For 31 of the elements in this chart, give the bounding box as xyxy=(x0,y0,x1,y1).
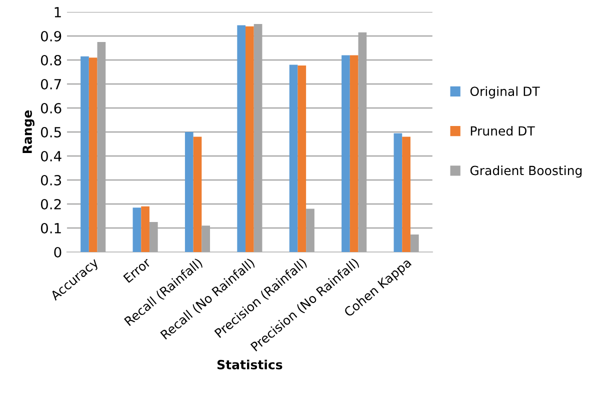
bar xyxy=(184,132,194,252)
bar xyxy=(80,56,89,252)
bar xyxy=(237,25,246,252)
y-tick-label: 0.1 xyxy=(40,222,61,234)
bar xyxy=(88,58,98,252)
y-tick-label: 0.4 xyxy=(40,150,62,162)
bar xyxy=(289,64,298,252)
bar xyxy=(193,136,202,252)
y-tick-label: 0.9 xyxy=(40,30,62,42)
bar xyxy=(410,234,419,252)
bar xyxy=(394,133,402,252)
bar xyxy=(246,26,254,252)
bar xyxy=(132,208,142,252)
bar xyxy=(298,66,306,252)
y-tick-label: 1 xyxy=(54,7,61,18)
y-axis-title: Range xyxy=(22,110,34,154)
legend-label: Gradient Boosting xyxy=(470,166,582,178)
y-tick-label: 0.8 xyxy=(40,54,62,66)
legend-label: Pruned DT xyxy=(470,126,535,136)
y-tick-label: 0.7 xyxy=(40,78,61,90)
legend-label: Original DT xyxy=(470,86,540,98)
y-tick-label: 0.3 xyxy=(40,174,62,186)
bar xyxy=(350,55,358,252)
bar xyxy=(402,136,410,252)
bar xyxy=(141,206,150,252)
y-tick-label: 0.2 xyxy=(40,198,61,210)
bar xyxy=(342,55,350,252)
x-axis-title: Statistics xyxy=(217,360,282,370)
y-tick-label: 0.6 xyxy=(40,102,62,114)
y-tick-label: 0 xyxy=(54,246,62,258)
y-tick-label: 0.5 xyxy=(40,126,61,138)
